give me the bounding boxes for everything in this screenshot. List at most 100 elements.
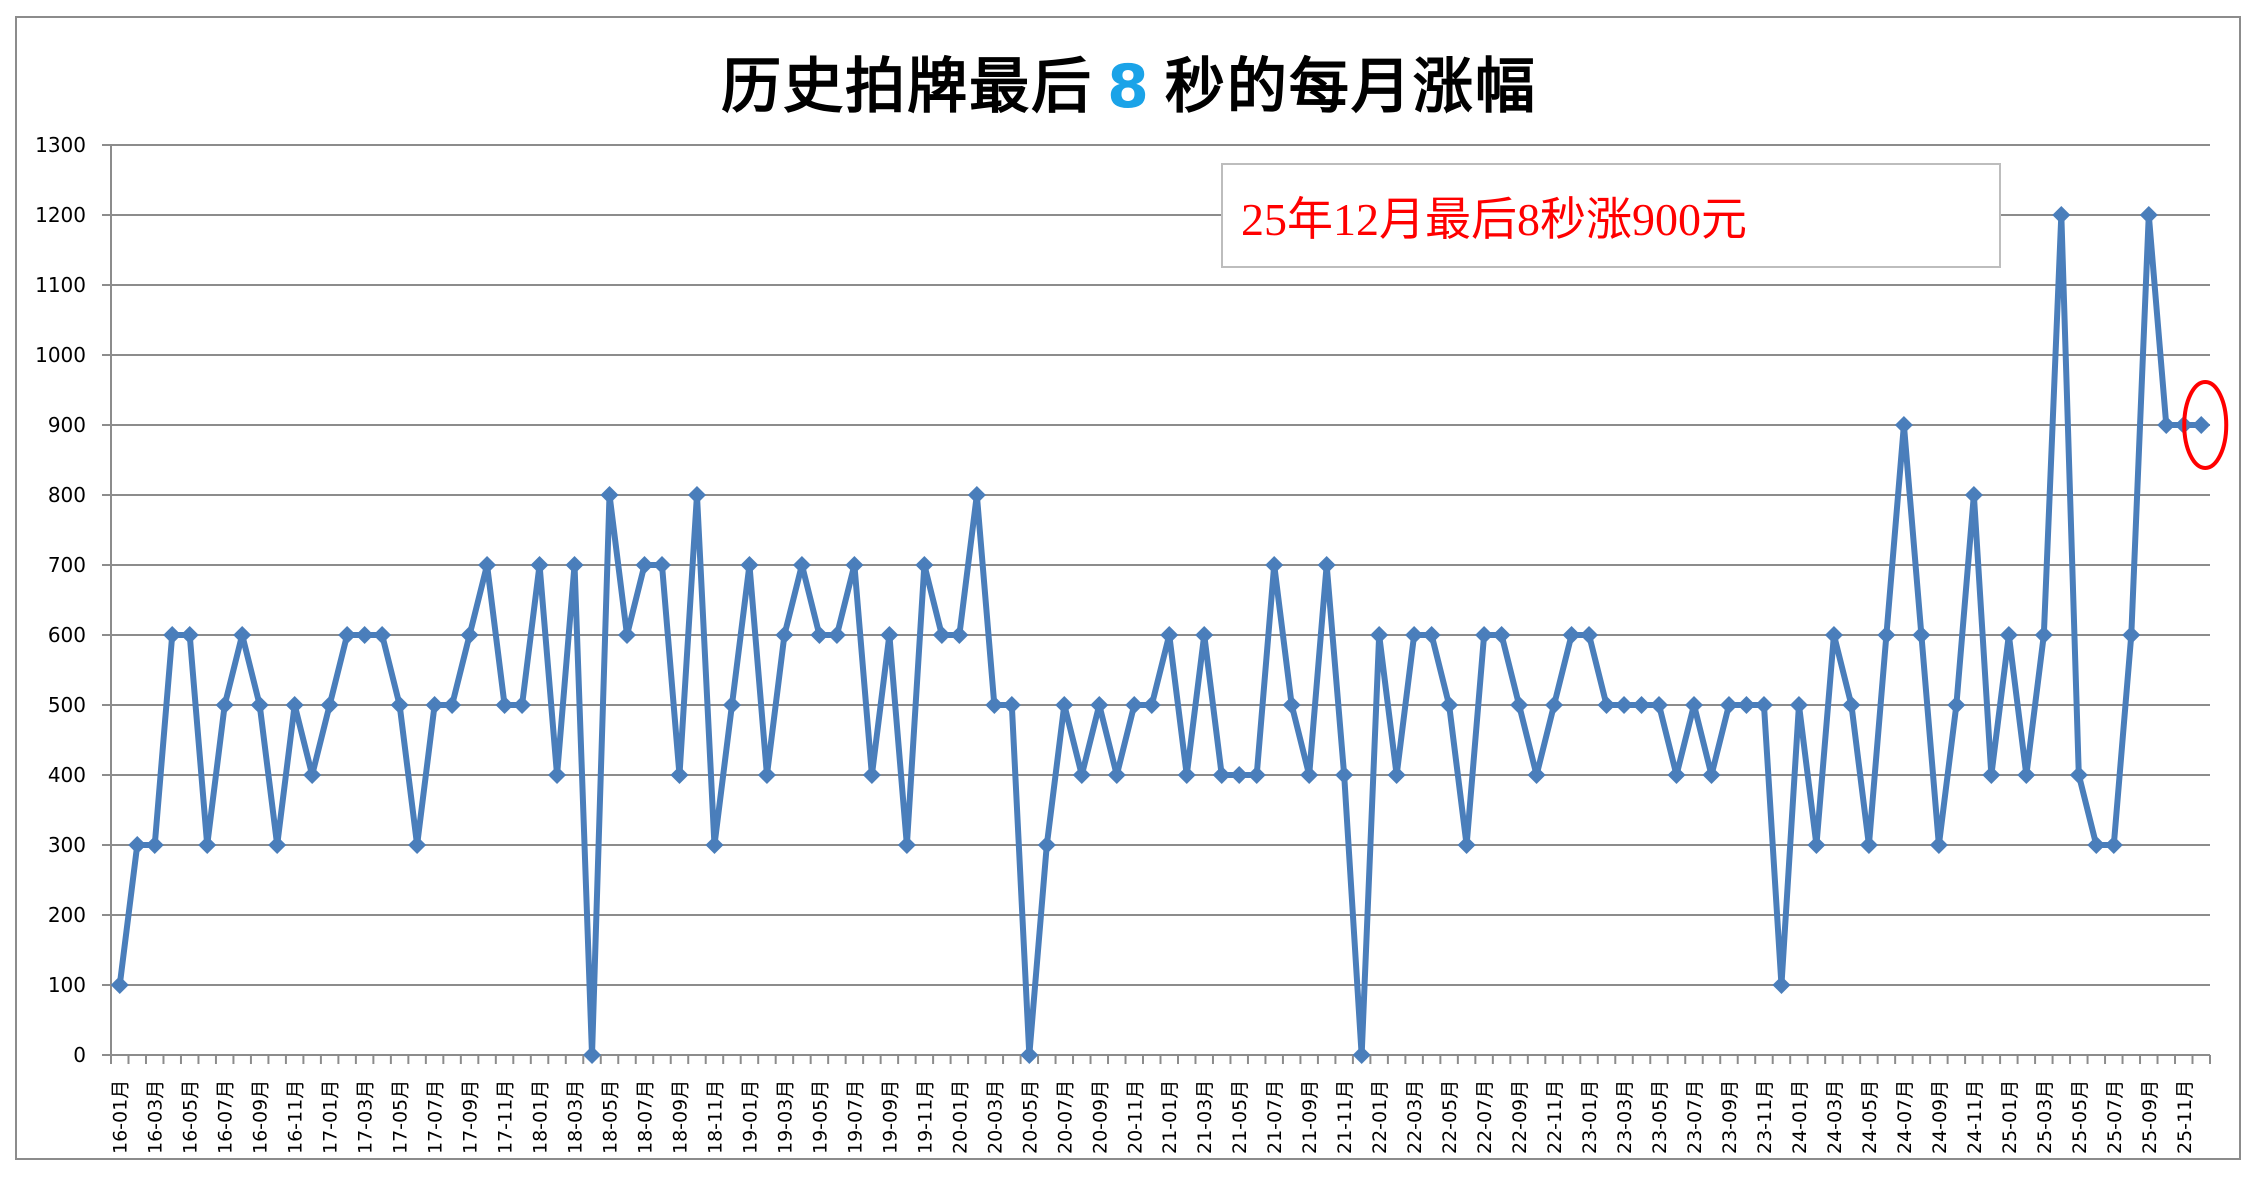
- data-point-marker: [2034, 626, 2053, 644]
- x-tick-label: 20-01月: [949, 1080, 971, 1154]
- data-point-marker: [198, 836, 217, 854]
- x-tick-label: 25-09月: [2139, 1080, 2161, 1154]
- x-tick-label: 21-05月: [1229, 1080, 1251, 1154]
- data-point-marker: [1352, 1046, 1371, 1064]
- x-tick-label: 23-01月: [1579, 1080, 1601, 1154]
- x-tick-label: 17-01月: [320, 1080, 342, 1154]
- data-point-marker: [2069, 766, 2088, 784]
- y-tick-label: 1300: [35, 133, 86, 157]
- data-point-marker: [495, 696, 514, 714]
- x-tick-label: 16-01月: [110, 1080, 132, 1154]
- x-tick-label: 24-07月: [1894, 1080, 1916, 1154]
- x-axis-tick-labels: 16-01月 16-03月 16-05月 16-07月 16-09月 16-11月 17-0…: [110, 1080, 2196, 1154]
- data-point-marker: [2122, 626, 2141, 644]
- axes: [110, 145, 2211, 1064]
- x-tick-label: 18-09月: [669, 1080, 691, 1154]
- data-point-marker: [2139, 206, 2158, 224]
- data-point-marker: [827, 626, 846, 644]
- x-tick-label: 25-07月: [2104, 1080, 2126, 1154]
- data-point-marker: [1230, 766, 1249, 784]
- x-tick-label: 24-01月: [1789, 1080, 1811, 1154]
- data-point-marker: [967, 486, 986, 504]
- data-point-marker: [1387, 766, 1406, 784]
- data-point-marker: [600, 486, 619, 504]
- y-tick-label: 1000: [35, 343, 86, 367]
- data-point-marker: [810, 626, 829, 644]
- y-tick-label: 200: [48, 903, 86, 927]
- data-point-marker: [250, 696, 269, 714]
- data-point-marker: [2192, 416, 2211, 434]
- data-point-marker: [285, 696, 304, 714]
- x-tick-label: 19-09月: [879, 1080, 901, 1154]
- data-point-marker: [722, 696, 741, 714]
- x-tick-label: 22-05月: [1439, 1080, 1461, 1154]
- x-tick-label: 20-09月: [1089, 1080, 1111, 1154]
- data-point-marker: [1580, 626, 1599, 644]
- data-point-marker: [1405, 626, 1424, 644]
- data-point-marker: [163, 626, 182, 644]
- x-tick-label: 17-07月: [425, 1080, 447, 1154]
- x-tick-label: 21-07月: [1264, 1080, 1286, 1154]
- data-point-marker: [1300, 766, 1319, 784]
- data-point-marker: [1772, 976, 1791, 994]
- data-point-marker: [268, 836, 287, 854]
- data-point-marker: [1475, 626, 1494, 644]
- data-point-marker: [1317, 556, 1336, 574]
- y-tick-label: 1200: [35, 203, 86, 227]
- data-point-marker: [565, 556, 584, 574]
- data-point-marker: [618, 626, 637, 644]
- data-point-marker: [233, 626, 252, 644]
- x-tick-label: 22-01月: [1369, 1080, 1391, 1154]
- data-point-marker: [897, 836, 916, 854]
- chart-title: 历史拍牌最后 8 秒的每月涨幅: [0, 38, 2258, 125]
- data-point-marker: [2087, 836, 2106, 854]
- x-tick-label: 24-03月: [1824, 1080, 1846, 1154]
- data-point-marker: [1335, 766, 1354, 784]
- data-point-marker: [1160, 626, 1179, 644]
- data-point-marker: [1457, 836, 1476, 854]
- y-tick-label: 700: [48, 553, 86, 577]
- data-point-marker: [1807, 836, 1826, 854]
- data-point-marker: [1055, 696, 1074, 714]
- data-point-marker: [180, 626, 199, 644]
- y-tick-label: 800: [48, 483, 86, 507]
- x-tick-label: 23-09月: [1719, 1080, 1741, 1154]
- data-point-marker: [757, 766, 776, 784]
- data-point-marker: [583, 1046, 602, 1064]
- x-tick-label: 19-01月: [739, 1080, 761, 1154]
- x-tick-label: 16-09月: [250, 1080, 272, 1154]
- data-point-marker: [1265, 556, 1284, 574]
- data-point-marker: [1789, 696, 1808, 714]
- data-point-marker: [1842, 696, 1861, 714]
- data-series: [110, 206, 2211, 1064]
- data-point-marker: [513, 696, 532, 714]
- data-point-marker: [880, 626, 899, 644]
- data-point-marker: [1702, 766, 1721, 784]
- data-point-marker: [1142, 696, 1161, 714]
- x-tick-label: 19-11月: [914, 1080, 936, 1154]
- x-tick-label: 19-03月: [774, 1080, 796, 1154]
- y-tick-label: 100: [48, 973, 86, 997]
- data-point-marker: [950, 626, 969, 644]
- x-tick-label: 19-05月: [809, 1080, 831, 1154]
- y-tick-label: 400: [48, 763, 86, 787]
- y-axis-tick-labels: 0 100 200 300 400 500 600 700 800 900 1000 1100 1200…: [35, 133, 86, 1067]
- data-point-marker: [1125, 696, 1144, 714]
- data-point-marker: [652, 556, 671, 574]
- x-tick-label: 23-07月: [1684, 1080, 1706, 1154]
- data-point-marker: [355, 626, 374, 644]
- data-point-marker: [1422, 626, 1441, 644]
- x-tick-label: 17-11月: [495, 1080, 517, 1154]
- x-tick-label: 16-03月: [145, 1080, 167, 1154]
- data-point-marker: [338, 626, 357, 644]
- data-point-marker: [128, 836, 147, 854]
- x-tick-label: 21-01月: [1159, 1080, 1181, 1154]
- data-point-marker: [303, 766, 322, 784]
- x-tick-label: 16-07月: [215, 1080, 237, 1154]
- x-tick-label: 18-01月: [530, 1080, 552, 1154]
- data-point-marker: [1177, 766, 1196, 784]
- data-point-marker: [373, 626, 392, 644]
- x-tick-label: 22-11月: [1544, 1080, 1566, 1154]
- data-point-marker: [932, 626, 951, 644]
- data-point-marker: [1037, 836, 1056, 854]
